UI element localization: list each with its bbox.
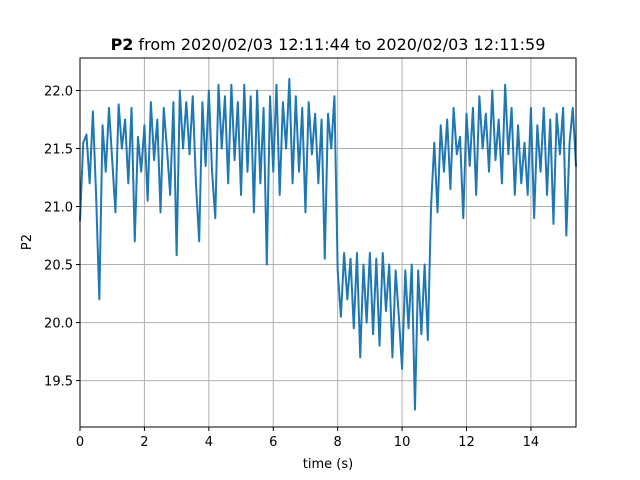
x-tick-label: 12 bbox=[458, 435, 475, 450]
x-tick-label: 0 bbox=[76, 435, 84, 450]
x-axis-label: time (s) bbox=[303, 457, 353, 472]
x-tick-label: 14 bbox=[523, 435, 540, 450]
y-tick-label: 22.0 bbox=[44, 84, 73, 99]
y-axis-ticks: 19.5 20.0 20.5 21.0 21.5 22.0 bbox=[44, 84, 80, 390]
chart-title-rest: from 2020/02/03 12:11:44 to 2020/02/03 1… bbox=[133, 35, 545, 54]
y-tick-label: 21.0 bbox=[44, 201, 73, 216]
x-tick-label: 8 bbox=[334, 435, 342, 450]
series-group bbox=[79, 77, 577, 411]
x-tick-label: 6 bbox=[269, 435, 277, 450]
y-tick-label: 20.0 bbox=[44, 317, 73, 332]
x-tick-label: 4 bbox=[205, 435, 213, 450]
y-tick-label: 21.5 bbox=[44, 143, 73, 158]
chart-title-bold: P2 bbox=[111, 35, 134, 54]
y-axis-label: P2 bbox=[20, 234, 35, 250]
x-axis-ticks: 0 2 4 6 8 10 12 14 bbox=[76, 427, 539, 450]
x-tick-label: 10 bbox=[394, 435, 411, 450]
series-line-0 bbox=[79, 77, 577, 411]
chart-title: P2 from 2020/02/03 12:11:44 to 2020/02/0… bbox=[111, 35, 546, 54]
x-tick-label: 2 bbox=[140, 435, 148, 450]
y-tick-label: 19.5 bbox=[44, 375, 73, 390]
y-tick-label: 20.5 bbox=[44, 259, 73, 274]
plot-frame bbox=[79, 57, 577, 428]
